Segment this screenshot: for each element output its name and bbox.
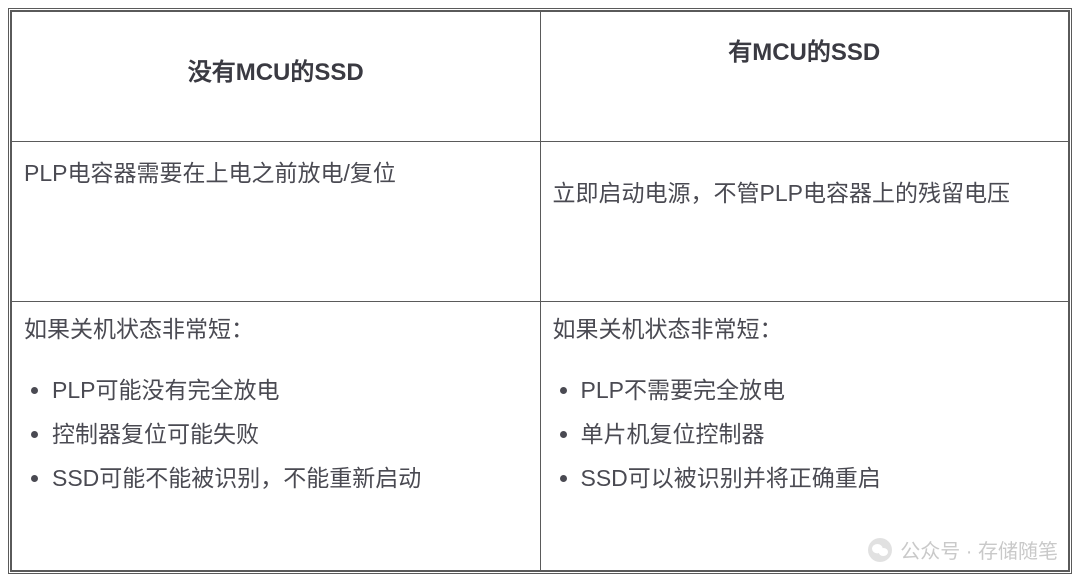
column-header-label: 有MCU的SSD [728,39,880,66]
list-item: SSD可能不能被识别，不能重新启动 [52,458,528,498]
cell-text: PLP电容器需要在上电之前放电/复位 [24,160,396,186]
comparison-table: 没有MCU的SSD 有MCU的SSD PLP电容器需要在上电之前放电/复位 立即… [11,11,1069,571]
column-header-no-mcu: 没有MCU的SSD [12,12,541,142]
list-item: PLP可能没有完全放电 [52,370,528,410]
table-row: PLP电容器需要在上电之前放电/复位 立即启动电源，不管PLP电容器上的残留电压 [12,142,1069,302]
column-header-with-mcu: 有MCU的SSD [540,12,1069,142]
table-row: 如果关机状态非常短： PLP可能没有完全放电 控制器复位可能失败 SSD可能不能… [12,302,1069,571]
bullet-list: PLP可能没有完全放电 控制器复位可能失败 SSD可能不能被识别，不能重新启动 [24,370,528,499]
cell-with-mcu-row1: 立即启动电源，不管PLP电容器上的残留电压 [540,142,1069,302]
list-item: PLP不需要完全放电 [581,370,1057,410]
comparison-table-container: 没有MCU的SSD 有MCU的SSD PLP电容器需要在上电之前放电/复位 立即… [8,8,1072,574]
cell-intro: 如果关机状态非常短： [24,308,528,352]
list-item: 单片机复位控制器 [581,414,1057,454]
bullet-list: PLP不需要完全放电 单片机复位控制器 SSD可以被识别并将正确重启 [553,370,1057,499]
cell-no-mcu-row2: 如果关机状态非常短： PLP可能没有完全放电 控制器复位可能失败 SSD可能不能… [12,302,541,571]
list-item: 控制器复位可能失败 [52,414,528,454]
cell-text: 立即启动电源，不管PLP电容器上的残留电压 [553,180,1010,206]
table-header-row: 没有MCU的SSD 有MCU的SSD [12,12,1069,142]
cell-intro: 如果关机状态非常短： [553,308,1057,352]
list-item: SSD可以被识别并将正确重启 [581,458,1057,498]
cell-with-mcu-row2: 如果关机状态非常短： PLP不需要完全放电 单片机复位控制器 SSD可以被识别并… [540,302,1069,571]
cell-no-mcu-row1: PLP电容器需要在上电之前放电/复位 [12,142,541,302]
column-header-label: 没有MCU的SSD [188,59,364,86]
